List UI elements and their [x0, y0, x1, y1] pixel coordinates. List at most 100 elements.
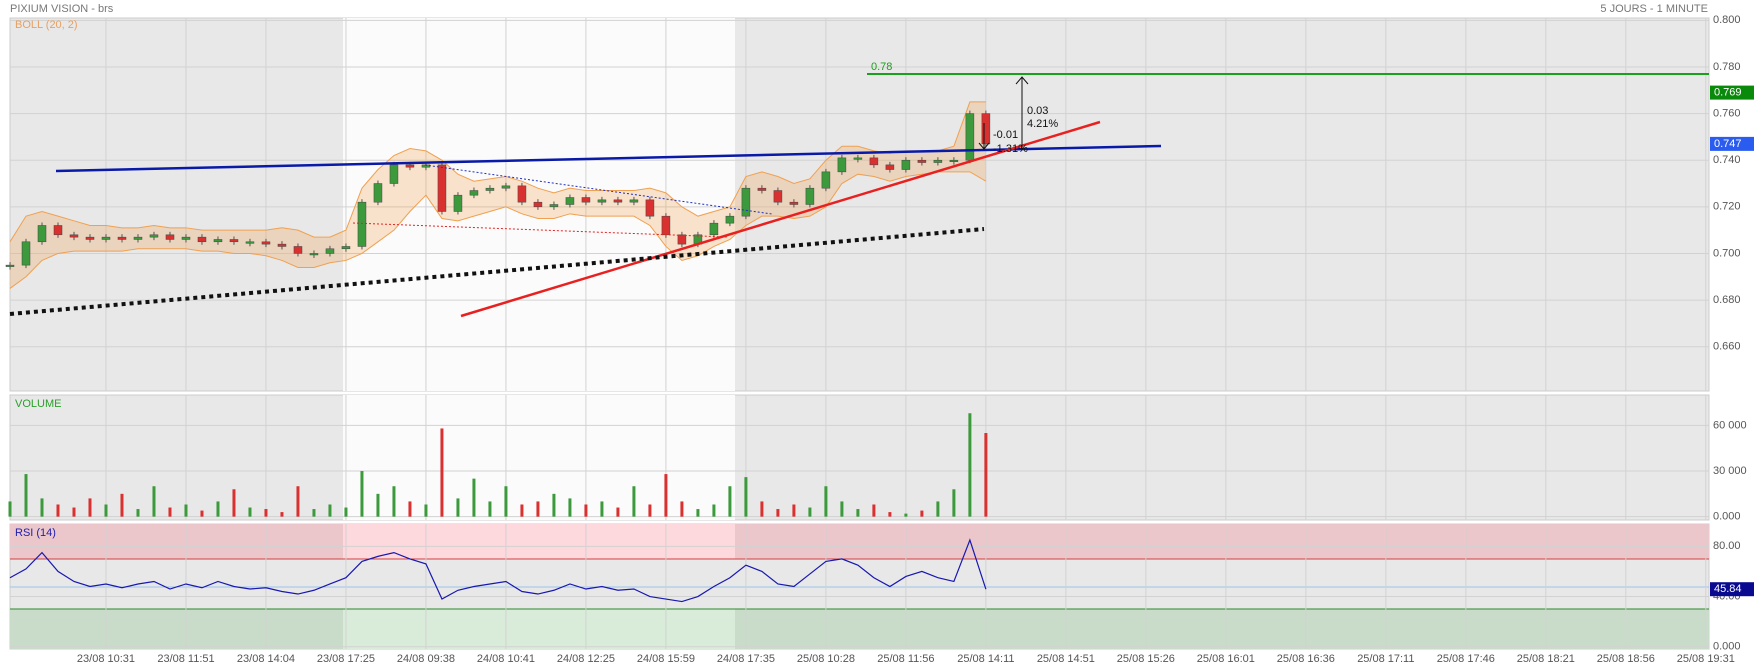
volume-bar: [712, 504, 716, 517]
volume-bar: [872, 504, 876, 517]
candle: [869, 157, 879, 166]
candle: [437, 164, 447, 212]
volume-bar: [104, 504, 108, 517]
value-marker: [1710, 136, 1754, 151]
x-tick-label: 23/08 14:04: [237, 653, 295, 665]
chart-subtitle: 5 JOURS - 1 MINUTE: [1600, 3, 1708, 15]
x-tick-label: 25/08 17:46: [1437, 653, 1495, 665]
volume-bar: [200, 510, 204, 517]
candle: [645, 199, 655, 217]
volume-bar: [440, 428, 444, 517]
volume-bar: [680, 501, 684, 517]
band-lower: [9, 171, 987, 289]
y-tick-label: 30 000: [1713, 465, 1747, 477]
volume-bar: [920, 510, 924, 517]
volume-bar: [568, 498, 572, 517]
drawing-layer: 0.03 4.21% -0.01 -1.31%: [9, 76, 1162, 318]
volume-bar: [456, 498, 460, 517]
session-band: [343, 395, 735, 520]
volume-bar: [376, 493, 380, 517]
y-tick-label: 0.780: [1713, 61, 1741, 73]
candle: [133, 236, 143, 240]
volume-bar: [120, 493, 124, 517]
candle: [709, 222, 719, 236]
y-tick-label: 60 000: [1713, 419, 1747, 431]
candle: [741, 187, 751, 217]
volume-bar: [8, 501, 12, 517]
candle: [533, 201, 543, 208]
volume-bar: [504, 486, 508, 517]
volume-bar: [24, 474, 28, 517]
candle: [69, 234, 79, 238]
volume-bar: [792, 504, 796, 517]
volume-bar: [904, 513, 908, 517]
candle: [613, 199, 623, 203]
volume-bar: [536, 501, 540, 517]
x-tick-label: 25/08 11:56: [877, 653, 934, 665]
volume-bar: [296, 486, 300, 517]
rsi-oversold-zone: [343, 609, 735, 649]
volume-bar: [56, 504, 60, 517]
value-marker: [1710, 85, 1754, 100]
candle: [5, 264, 15, 267]
volume-bar: [840, 501, 844, 517]
x-tick-label: 25/08 14:51: [1037, 653, 1095, 665]
candle: [501, 185, 511, 189]
indicator-label: VOLUME: [15, 398, 61, 410]
candle: [901, 159, 911, 170]
volume-bar: [616, 507, 620, 517]
x-tick-label: 24/08 12:25: [557, 653, 615, 665]
candle: [245, 241, 255, 244]
volume-bar: [728, 486, 732, 517]
volume-bar: [184, 504, 188, 517]
candle: [581, 197, 591, 203]
trend-line: [55, 144, 1162, 173]
x-tick-label: 23/08 10:31: [77, 653, 135, 665]
volume-bar: [232, 489, 236, 517]
x-tick-label: 23/08 17:25: [317, 653, 375, 665]
candle: [565, 197, 575, 205]
volume-bar: [888, 512, 892, 517]
x-tick-label: 25/08 10:28: [797, 653, 855, 665]
candle: [453, 194, 463, 212]
x-tick-label: 24/08 15:59: [637, 653, 695, 665]
volume-bar: [168, 507, 172, 517]
volume-bar: [648, 504, 652, 517]
candle: [805, 187, 815, 205]
volume-bar: [312, 509, 316, 517]
price-panel: [9, 17, 1710, 392]
candle: [821, 171, 831, 189]
volume-bar: [216, 501, 220, 517]
volume-bar: [472, 478, 476, 517]
value-marker-label: 0.747: [1714, 138, 1742, 150]
candle: [885, 164, 895, 170]
volume-bar: [968, 413, 972, 517]
volume-bar: [936, 501, 940, 517]
value-marker: [1710, 582, 1754, 597]
indicator-label: BOLL (20, 2): [15, 19, 78, 31]
volume-bar: [408, 501, 412, 517]
volume-bar: [152, 486, 156, 517]
candle: [277, 243, 287, 247]
candle: [213, 239, 223, 243]
candle: [85, 236, 95, 240]
x-tick-label: 25/08 18:21: [1517, 653, 1575, 665]
candle: [677, 234, 687, 245]
measure-label: 4.21%: [1027, 118, 1058, 130]
volume-bar: [424, 504, 428, 517]
candle: [469, 190, 479, 196]
rsi-overbought-zone: [10, 524, 1709, 559]
volume-bar: [744, 477, 748, 517]
candle: [309, 253, 319, 256]
x-tick-label: 24/08 17:35: [717, 653, 775, 665]
y-tick-label: 0.000: [1713, 641, 1741, 653]
volume-bar: [88, 498, 92, 517]
indicator-label: RSI (14): [15, 527, 56, 539]
x-tick-label: 25/08 16:01: [1197, 653, 1255, 665]
volume-panel: [9, 394, 1710, 521]
volume-bar: [808, 507, 812, 517]
rsi-overbought-zone: [343, 524, 735, 559]
volume-bar: [136, 509, 140, 517]
x-tick-label: 24/08 10:41: [477, 653, 535, 665]
volume-bar: [40, 498, 44, 517]
